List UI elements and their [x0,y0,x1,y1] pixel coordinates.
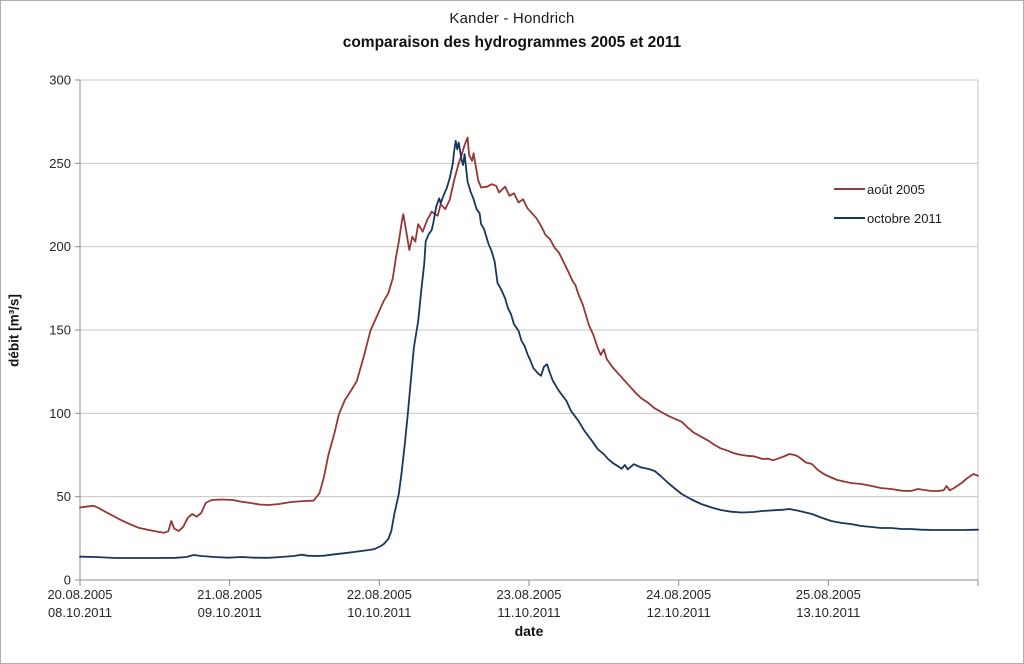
legend: août 2005 octobre 2011 [834,180,942,238]
x-tick-label-2011-5: 13.10.2011 [796,605,860,620]
y-tick-label-200: 200 [49,239,71,254]
x-axis-title: date [514,623,544,639]
legend-label: octobre 2011 [867,210,942,226]
legend-entry-aout-2005: août 2005 [834,180,942,198]
x-tick-label-2011-1: 09.10.2011 [198,605,262,620]
y-tick-label-300: 300 [49,73,71,88]
chart-subtitle: comparaison des hydrogrammes 2005 et 201… [342,34,682,51]
x-tick-label-2005-0: 20.08.2005 [47,587,112,602]
legend-line-icon [834,188,865,190]
y-tick-label-150: 150 [49,323,71,338]
legend-line-icon [834,217,865,219]
x-tick-label-2011-0: 08.10.2011 [48,605,112,620]
x-tick-label-2005-3: 23.08.2005 [496,587,561,602]
series-line-aout-2005 [79,136,979,534]
y-tick-label-50: 50 [57,489,71,504]
series-line-octobre-2011 [79,139,979,559]
legend-label: août 2005 [867,181,925,197]
x-tick-label-2005-5: 25.08.2005 [796,587,861,602]
legend-entry-octobre-2011: octobre 2011 [834,209,942,227]
y-axis-title: débit [m³/s] [6,294,22,367]
y-tick-label-100: 100 [49,406,71,421]
x-tick-label-2011-3: 11.10.2011 [497,605,560,620]
y-tick-label-0: 0 [64,573,71,588]
y-tick-label-250: 250 [49,156,71,171]
x-tick-label-2011-4: 12.10.2011 [647,605,711,620]
chart-title: Kander - Hondrich [449,10,575,27]
x-tick-label-2005-1: 21.08.2005 [197,587,262,602]
x-tick-label-2005-2: 22.08.2005 [347,587,412,602]
x-tick-label-2005-4: 24.08.2005 [646,587,711,602]
x-tick-label-2011-2: 10.10.2011 [347,605,411,620]
